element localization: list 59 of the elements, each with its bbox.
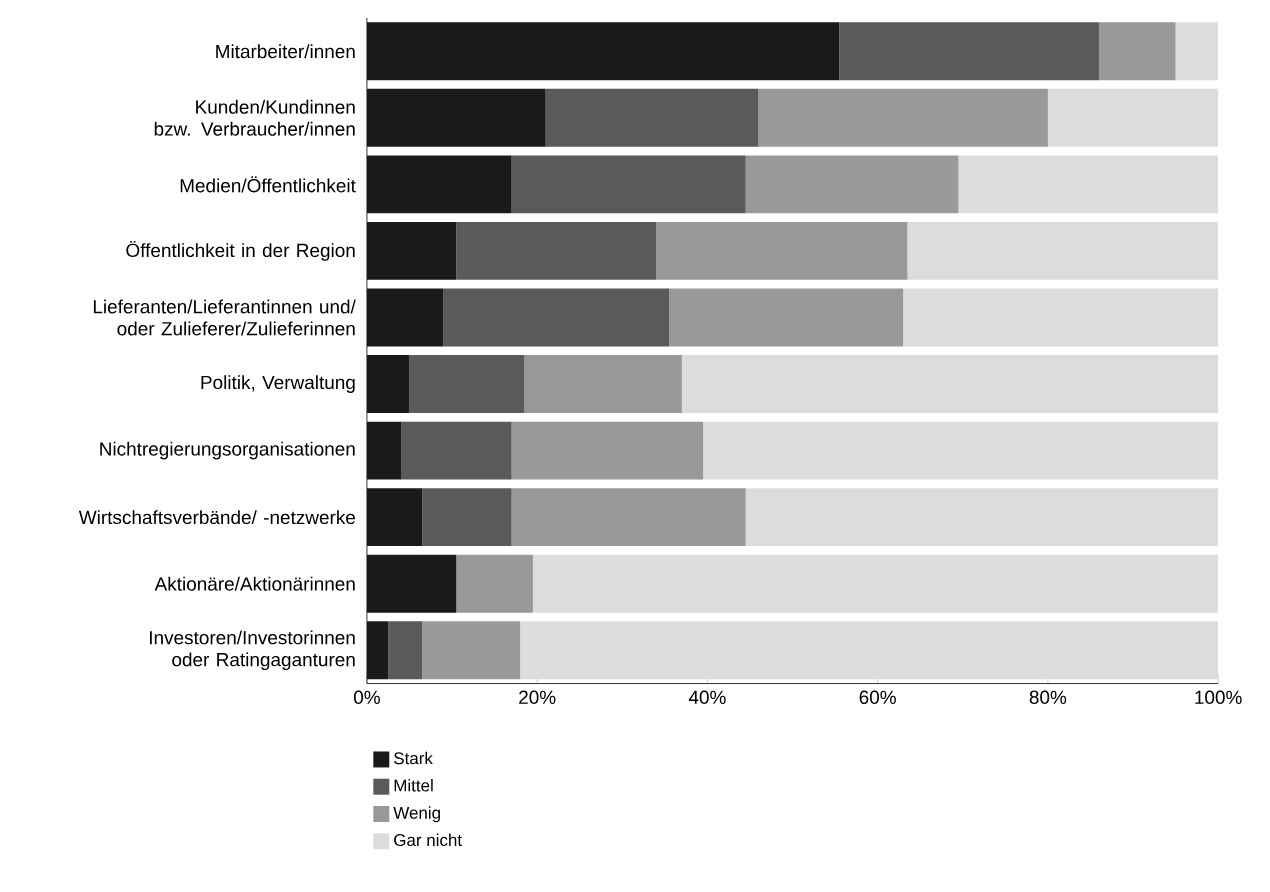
bar — [366, 355, 410, 413]
y-tick-label: Politik, Verwaltung — [201, 375, 355, 393]
y-tick-label: Medien/Öffentlichkeit — [180, 176, 356, 193]
bar — [532, 554, 1219, 613]
y-tick-label: Nichtregierungsorganisationen — [100, 441, 355, 460]
y-tick-label: Kunden/Kundinnen bzw. Verbraucher/innen — [154, 99, 355, 136]
bar — [907, 221, 1219, 280]
bar — [366, 288, 444, 347]
legend-label: Wenig — [393, 806, 440, 823]
bar — [1098, 22, 1176, 81]
bar — [524, 355, 682, 413]
x-tick-label: 80% — [1029, 690, 1067, 704]
bar — [443, 288, 670, 347]
bar — [511, 488, 746, 547]
bar — [400, 421, 512, 480]
bar — [388, 621, 423, 680]
bar — [366, 488, 423, 547]
bar — [669, 288, 904, 347]
bar — [366, 88, 546, 147]
bar — [703, 421, 1219, 480]
y-tick-label: Wirtschaftsverbände/ -netzwerke — [78, 510, 356, 525]
bar — [903, 288, 1219, 347]
bar — [456, 554, 533, 613]
bar — [958, 155, 1219, 214]
x-tick-label: 0% — [353, 690, 380, 704]
bar — [520, 621, 1219, 680]
bar — [681, 355, 1219, 413]
bar — [366, 155, 512, 214]
bar — [1047, 88, 1219, 147]
y-tick-label: Mitarbeiter/innen — [216, 44, 355, 59]
y-tick-label: Investoren/Investorinnen oder Ratingaganturen — [150, 630, 355, 671]
bar — [366, 421, 401, 480]
bar — [511, 421, 704, 480]
x-tick-label: 40% — [688, 690, 726, 704]
bar — [656, 221, 908, 280]
bar — [758, 88, 1048, 147]
bar — [511, 155, 746, 214]
bar — [366, 554, 457, 613]
bar — [1175, 22, 1219, 81]
bar — [839, 22, 1099, 81]
bar — [409, 355, 525, 413]
legend-label: Stark — [394, 751, 433, 765]
bar — [745, 488, 1219, 547]
y-tick-label: Öffentlichkeit in der Region — [126, 240, 355, 261]
x-tick-label: 60% — [859, 690, 896, 704]
x-tick-label: 100% — [1195, 690, 1242, 704]
bar — [422, 488, 512, 547]
y-tick-label: Lieferanten/Lieferantinnen und/ oder Zulieferer/Zulieferinnen — [93, 299, 356, 336]
legend-label: Gar nicht — [394, 833, 462, 847]
bar — [366, 22, 840, 81]
bar — [366, 221, 457, 280]
bar — [545, 88, 759, 147]
x-tick-label: 20% — [519, 690, 556, 704]
y-tick-label: Aktionäre/Aktionärinnen — [154, 576, 355, 591]
legend-label: Mittel — [394, 779, 433, 792]
bar — [456, 221, 657, 280]
bar — [745, 155, 959, 214]
bar — [422, 621, 521, 680]
bar — [366, 621, 389, 680]
